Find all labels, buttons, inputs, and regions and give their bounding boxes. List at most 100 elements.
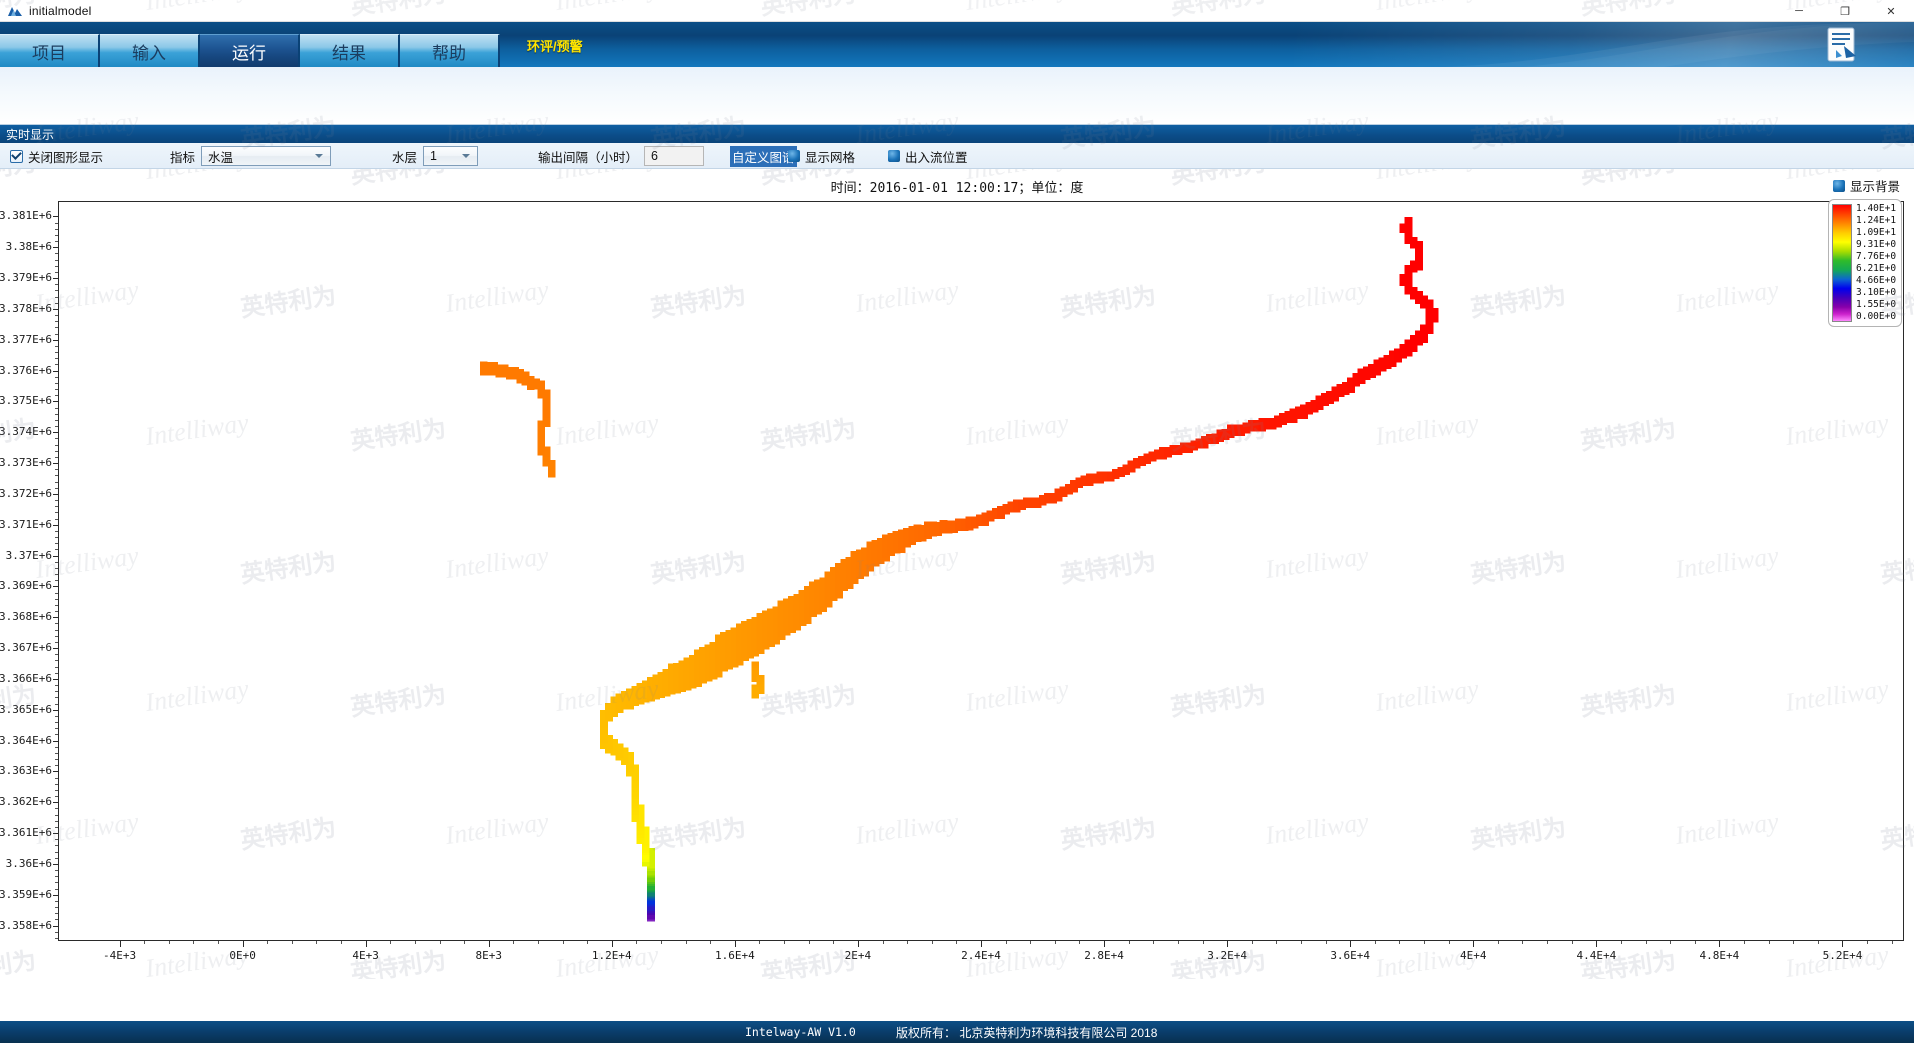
y-axis-minor-tick bbox=[55, 907, 58, 909]
x-axis-tick bbox=[611, 941, 613, 947]
y-axis-tick bbox=[53, 894, 58, 896]
x-axis-minor-tick bbox=[1793, 941, 1795, 944]
x-axis-tick bbox=[1596, 941, 1598, 947]
y-axis-minor-tick bbox=[55, 623, 58, 625]
x-axis-minor-tick bbox=[1891, 941, 1893, 944]
tab-project[interactable]: 项目 bbox=[0, 34, 100, 67]
index-option: 指标 水温 bbox=[170, 143, 332, 169]
y-axis-minor-tick bbox=[55, 574, 58, 576]
y-axis-minor-tick bbox=[55, 703, 58, 705]
x-axis-tick-label: 4.4E+4 bbox=[1576, 949, 1617, 962]
x-axis-minor-tick bbox=[1768, 941, 1770, 944]
layer-label: 水层 bbox=[392, 150, 418, 165]
y-axis-minor-tick bbox=[55, 419, 58, 421]
close-graph-option[interactable]: 关闭图形显示 bbox=[10, 143, 103, 169]
y-axis-minor-tick bbox=[55, 487, 58, 489]
y-axis-minor-tick bbox=[55, 789, 58, 791]
tab-run[interactable]: 运行 bbox=[200, 34, 300, 67]
y-axis-tick bbox=[53, 493, 58, 495]
x-axis-minor-tick bbox=[1325, 941, 1327, 944]
y-axis-minor-tick bbox=[55, 389, 58, 391]
inflow-outflow-option[interactable]: 出入流位置 bbox=[888, 143, 968, 169]
y-axis-tick-label: 3.379E+6 bbox=[0, 271, 52, 285]
y-axis-minor-tick bbox=[55, 641, 58, 643]
y-axis-tick-label: 3.372E+6 bbox=[0, 486, 52, 500]
y-axis-minor-tick bbox=[55, 752, 58, 754]
y-axis-minor-tick bbox=[55, 500, 58, 502]
y-axis-minor-tick bbox=[55, 592, 58, 594]
river-north-branch bbox=[479, 361, 556, 478]
output-interval-input[interactable]: 6 bbox=[644, 146, 705, 166]
y-axis-minor-tick bbox=[55, 839, 58, 841]
maximize-button[interactable]: ❐ bbox=[1840, 5, 1850, 18]
show-grid-option[interactable]: 显示网格 bbox=[788, 143, 855, 169]
y-axis-minor-tick bbox=[55, 265, 58, 267]
y-axis-minor-tick bbox=[55, 352, 58, 354]
y-axis-tick bbox=[53, 524, 58, 526]
y-axis-tick-label: 3.378E+6 bbox=[0, 301, 52, 315]
index-select[interactable]: 水温 bbox=[201, 146, 332, 166]
y-axis-minor-tick bbox=[55, 697, 58, 699]
x-axis-minor-tick bbox=[1571, 941, 1573, 944]
y-axis-tick bbox=[53, 401, 58, 403]
river-south-stub bbox=[751, 661, 765, 699]
close-button[interactable]: ✕ bbox=[1886, 5, 1896, 18]
color-legend-label: 9.31E+0 bbox=[1856, 239, 1897, 251]
y-axis-minor-tick bbox=[55, 580, 58, 582]
tab-results[interactable]: 结果 bbox=[300, 34, 400, 67]
inflow-outflow-label: 出入流位置 bbox=[905, 150, 968, 165]
x-axis-minor-tick bbox=[562, 941, 564, 944]
y-axis-tick-label: 3.363E+6 bbox=[0, 764, 52, 778]
y-axis-minor-tick bbox=[55, 882, 58, 884]
x-axis-minor-tick bbox=[931, 941, 933, 944]
y-axis-minor-tick bbox=[55, 765, 58, 767]
y-axis-minor-tick bbox=[55, 919, 58, 921]
document-icon[interactable] bbox=[1822, 26, 1862, 64]
y-axis-tick-label: 3.368E+6 bbox=[0, 610, 52, 624]
plot-frame[interactable] bbox=[58, 201, 1904, 941]
y-axis-minor-tick bbox=[55, 728, 58, 730]
y-axis-tick-label: 3.376E+6 bbox=[0, 363, 52, 377]
y-axis-minor-tick bbox=[55, 734, 58, 736]
y-axis-minor-tick bbox=[55, 870, 58, 872]
y-axis-minor-tick bbox=[55, 857, 58, 859]
x-axis-minor-tick bbox=[956, 941, 958, 944]
water-temperature-field[interactable] bbox=[59, 202, 1903, 940]
output-interval-option: 输出间隔（小时） 6 bbox=[538, 143, 705, 169]
layer-select[interactable]: 1 bbox=[423, 146, 479, 166]
x-axis-minor-tick bbox=[833, 941, 835, 944]
show-background-option[interactable]: 显示背景 bbox=[1832, 176, 1900, 195]
y-axis-minor-tick bbox=[55, 611, 58, 613]
y-axis-tick bbox=[53, 586, 58, 588]
x-axis-tick bbox=[981, 941, 982, 947]
y-axis-tick-label: 3.373E+6 bbox=[0, 456, 52, 470]
x-axis-minor-tick bbox=[1399, 941, 1401, 944]
y-axis-minor-tick bbox=[55, 808, 58, 810]
y-axis-tick-label: 3.359E+6 bbox=[0, 887, 52, 901]
show-background-checkbox[interactable] bbox=[1832, 179, 1845, 192]
tab-help[interactable]: 帮助 bbox=[400, 34, 500, 67]
inflow-outflow-checkbox[interactable] bbox=[888, 150, 900, 162]
x-axis-tick-label: 0E+0 bbox=[229, 949, 256, 962]
y-axis-minor-tick bbox=[55, 228, 58, 230]
minimize-button[interactable]: ─ bbox=[1795, 5, 1803, 17]
close-graph-checkbox[interactable] bbox=[10, 149, 23, 163]
show-grid-checkbox[interactable] bbox=[788, 150, 800, 162]
x-axis-tick bbox=[1473, 941, 1475, 947]
x-axis-minor-tick bbox=[1005, 941, 1007, 944]
y-axis-minor-tick bbox=[55, 234, 58, 236]
y-axis-tick-label: 3.369E+6 bbox=[0, 579, 52, 593]
ribbon-swoosh-icon bbox=[1444, 22, 1914, 67]
x-axis-minor-tick bbox=[1620, 941, 1622, 944]
y-axis-minor-tick bbox=[55, 777, 58, 779]
y-axis-minor-tick bbox=[55, 900, 58, 902]
x-axis-minor-tick bbox=[1497, 941, 1499, 944]
y-axis-minor-tick bbox=[55, 888, 58, 890]
x-axis-minor-tick bbox=[1251, 941, 1253, 944]
custom-colormap-link[interactable]: 自定义图谱 bbox=[730, 143, 797, 169]
watermark-text: 英特利为 bbox=[0, 947, 38, 979]
eia-warning-link[interactable]: 环评/预警 bbox=[527, 39, 583, 54]
tab-input[interactable]: 输入 bbox=[100, 34, 200, 67]
y-axis-minor-tick bbox=[55, 333, 58, 335]
y-axis-tick-label: 3.377E+6 bbox=[0, 332, 52, 346]
